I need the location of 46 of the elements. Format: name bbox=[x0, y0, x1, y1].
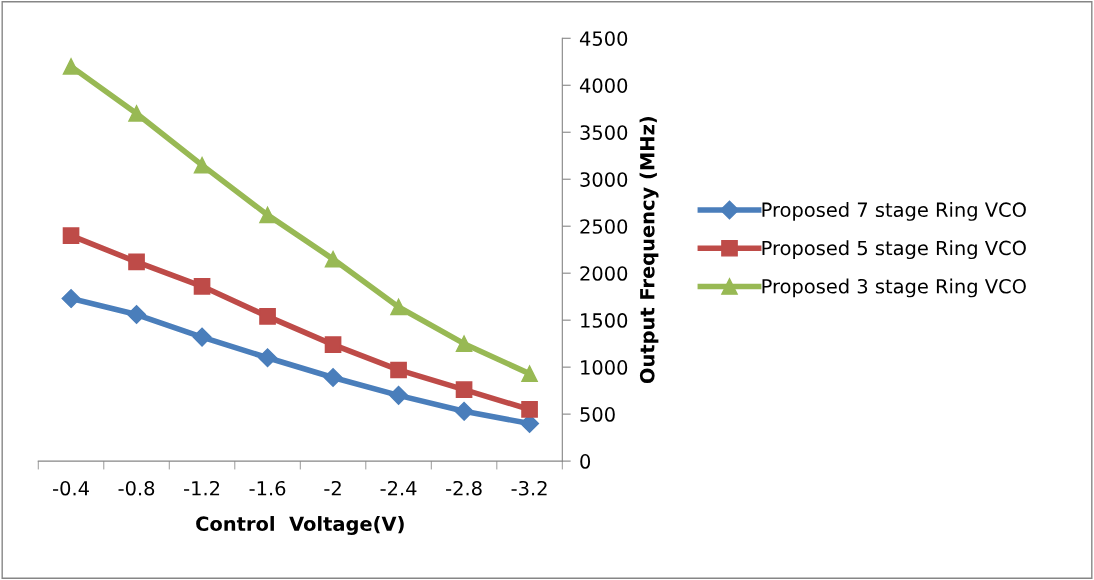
point bbox=[259, 206, 276, 224]
legend-label: Proposed 5 stage Ring VCO bbox=[762, 240, 1026, 260]
x-tick-label: -3.2 bbox=[511, 480, 547, 496]
y-tick-label: 2500 bbox=[580, 219, 628, 234]
point bbox=[127, 304, 147, 325]
y-tick-label: 2000 bbox=[580, 266, 628, 281]
x-axis-title: Control Voltage(V) bbox=[196, 516, 404, 535]
legend-label: Proposed 3 stage Ring VCO bbox=[762, 278, 1026, 298]
y-tick-label: 1500 bbox=[581, 313, 628, 328]
point bbox=[389, 385, 409, 405]
point bbox=[390, 361, 407, 379]
point bbox=[61, 289, 81, 309]
point bbox=[521, 365, 538, 383]
point bbox=[193, 156, 211, 174]
point bbox=[521, 401, 538, 418]
legend-label: Proposed 7 stage Ring VCO bbox=[762, 202, 1026, 221]
x-tick-label: -0.8 bbox=[118, 480, 155, 496]
y-tick-label: 4000 bbox=[579, 78, 628, 93]
point bbox=[324, 336, 342, 353]
point bbox=[62, 58, 80, 75]
point bbox=[258, 348, 278, 368]
x-tick-label: -1.6 bbox=[249, 480, 286, 496]
y-axis-title: Output Frequency (MHz) bbox=[639, 116, 659, 384]
y-tick-label: 0 bbox=[580, 454, 591, 469]
point bbox=[62, 227, 80, 244]
point bbox=[454, 401, 474, 421]
y-tick-label: 3000 bbox=[580, 172, 628, 187]
point bbox=[324, 250, 342, 268]
y-tick-label: 500 bbox=[580, 407, 615, 422]
x-tick-label: -1.2 bbox=[184, 480, 220, 496]
y-tick-label: 1000 bbox=[581, 360, 628, 375]
x-tick-label: -0.4 bbox=[53, 480, 89, 496]
x-tick-label: -2.8 bbox=[446, 480, 482, 496]
y-tick-label: 3500 bbox=[580, 125, 628, 140]
point bbox=[323, 367, 343, 388]
point bbox=[259, 308, 276, 325]
x-tick-label: -2.4 bbox=[380, 480, 417, 496]
point bbox=[455, 381, 473, 399]
point bbox=[128, 253, 145, 271]
point bbox=[192, 327, 212, 347]
point bbox=[455, 335, 473, 352]
point bbox=[390, 298, 407, 316]
y-tick-label: 4500 bbox=[579, 31, 628, 46]
point bbox=[128, 105, 145, 122]
point bbox=[193, 278, 211, 295]
x-tick-label: -2 bbox=[324, 480, 341, 496]
